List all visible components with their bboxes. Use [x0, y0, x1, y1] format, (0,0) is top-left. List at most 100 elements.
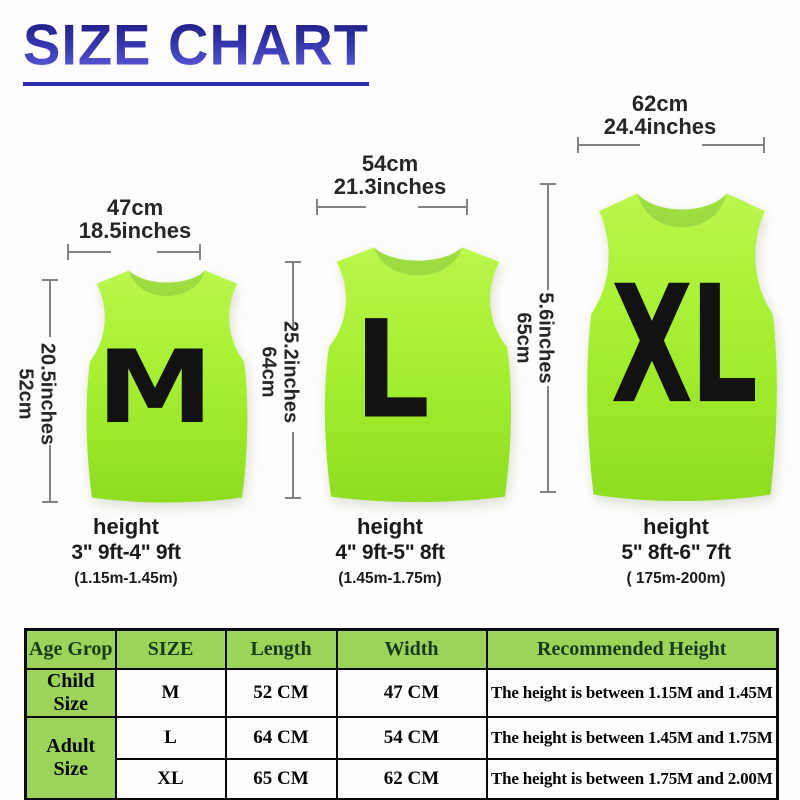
cell-size-xl: XL [114, 758, 227, 800]
cell-size-l: L [114, 716, 227, 760]
caption-range-l: 4" 9ft-5" 8ft [335, 541, 445, 565]
measure-gap [366, 206, 418, 208]
col-header-length: Length [224, 628, 338, 670]
height-caption-m: height 3" 9ft-4" 9ft (1.15m-1.45m) [6, 514, 246, 590]
height-measurement-label-l: 25.2inches 64cm [257, 320, 302, 424]
caption-meters-l: (1.45m-1.75m) [338, 569, 442, 587]
width-inches-xl: 24.4inches [603, 114, 717, 140]
cell-length-m: 52 CM [224, 668, 338, 718]
caption-range-m: 3" 9ft-4" 9ft [71, 541, 181, 565]
measure-tick [67, 244, 69, 260]
vest-xl-graphic [587, 193, 777, 502]
caption-title-xl: height [643, 514, 709, 539]
cell-age-group-child: Child Size [24, 668, 117, 718]
cell-width-l: 54 CM [335, 716, 488, 760]
height-inches-xl: 5.6inches [534, 292, 557, 384]
measure-tick [540, 183, 556, 185]
cell-size-m: M [114, 668, 227, 718]
col-header-width: Width [335, 628, 488, 670]
caption-meters-m: (1.15m-1.45m) [74, 569, 178, 587]
measure-segment [547, 185, 549, 290]
measure-gap [640, 144, 702, 146]
vest-size-letter-l: L [354, 291, 430, 449]
cell-length-l: 64 CM [224, 716, 338, 760]
height-measure-line-l [285, 261, 301, 499]
width-measurement-label-xl: 62cm 24.4inches [560, 92, 760, 138]
height-measure-line-xl [540, 183, 556, 493]
vest-m-graphic [86, 270, 248, 503]
height-measurement-label-xl: 5.6inches 65cm [512, 292, 557, 384]
vest-shape [587, 193, 777, 502]
measure-tick [466, 199, 468, 215]
measure-gap [111, 251, 157, 253]
measure-tick [285, 497, 301, 499]
page-title-text: SIZE CHART [23, 12, 369, 77]
measure-segment [318, 206, 366, 208]
table-row-xl: XL 65 CM 62 CM The height is between 1.7… [26, 758, 779, 800]
height-caption-xl: height 5" 8ft-6" 7ft ( 175m-200m) [556, 514, 796, 590]
height-cm-xl: 65cm [512, 312, 534, 364]
col-header-size: SIZE [114, 628, 227, 670]
measure-segment [69, 251, 111, 253]
table-row-l: Adult Size L 64 CM 54 CM The height is b… [24, 716, 779, 800]
width-measure-line-m [67, 244, 201, 260]
caption-meters-xl: ( 175m-200m) [626, 569, 726, 587]
measure-segment [702, 144, 763, 146]
width-measurement-label-m: 47cm 18.5inches [35, 196, 235, 242]
width-measurement-label-l: 54cm 21.3inches [290, 152, 490, 198]
measure-segment [49, 445, 51, 501]
height-caption-l: height 4" 9ft-5" 8ft (1.45m-1.75m) [270, 514, 510, 590]
cell-length-xl: 65 CM [224, 758, 338, 800]
cell-recommended-m: The height is between 1.15M and 1.45M [485, 668, 779, 718]
cell-width-m: 47 CM [335, 668, 488, 718]
cell-age-group-adult: Adult Size [24, 716, 117, 800]
width-cm-xl: 62cm [631, 91, 689, 116]
measure-segment [157, 251, 199, 253]
measure-segment [547, 386, 549, 491]
cell-width-xl: 62 CM [335, 758, 488, 800]
caption-title-m: height [93, 514, 159, 539]
height-inches-m: 20.5inches [36, 342, 59, 446]
height-inches-l: 25.2inches [279, 320, 302, 424]
vest-shape [86, 270, 248, 503]
measure-tick [199, 244, 201, 260]
measure-segment [418, 206, 466, 208]
measure-segment [49, 281, 51, 337]
cell-recommended-l: The height is between 1.45M and 1.75M [485, 716, 779, 760]
width-cm-l: 54cm [361, 151, 419, 176]
width-inches-l: 21.3inches [333, 174, 447, 200]
measure-segment [579, 144, 640, 146]
measure-segment [292, 263, 294, 328]
size-table: Age Grop SIZE Length Width Recommended H… [24, 628, 779, 800]
measure-tick [42, 501, 58, 503]
height-measurement-label-m: 20.5inches 52cm [14, 342, 59, 446]
width-cm-m: 47cm [106, 195, 164, 220]
measure-tick [42, 279, 58, 281]
measure-tick [577, 137, 579, 153]
vest-shape [324, 247, 512, 503]
cell-recommended-xl: The height is between 1.75M and 2.00M [485, 758, 779, 800]
height-measure-line-m [42, 279, 58, 503]
measure-tick [763, 137, 765, 153]
page-title: SIZE CHART [23, 12, 369, 86]
measure-tick [285, 261, 301, 263]
col-header-age-group: Age Grop [24, 628, 117, 670]
caption-range-xl: 5" 8ft-6" 7ft [621, 541, 731, 565]
vest-size-letter-xl: XL [610, 251, 758, 441]
col-header-recommended-height: Recommended Height [485, 628, 779, 670]
measure-segment [292, 432, 294, 497]
caption-title-l: height [357, 514, 423, 539]
vest-collar-shade [374, 247, 462, 276]
table-row-m: Child Size M 52 CM 47 CM The height is b… [24, 668, 779, 718]
vest-size-letter-m: M [96, 329, 214, 447]
height-cm-l: 64cm [257, 346, 279, 398]
vest-collar-shade [129, 270, 205, 297]
vest-collar-shade [637, 193, 727, 228]
width-measure-line-l [316, 199, 468, 215]
width-inches-m: 18.5inches [78, 218, 192, 244]
measure-tick [540, 491, 556, 493]
width-measure-line-xl [577, 137, 765, 153]
vest-l-graphic [324, 247, 512, 503]
table-header-row: Age Grop SIZE Length Width Recommended H… [24, 628, 779, 670]
